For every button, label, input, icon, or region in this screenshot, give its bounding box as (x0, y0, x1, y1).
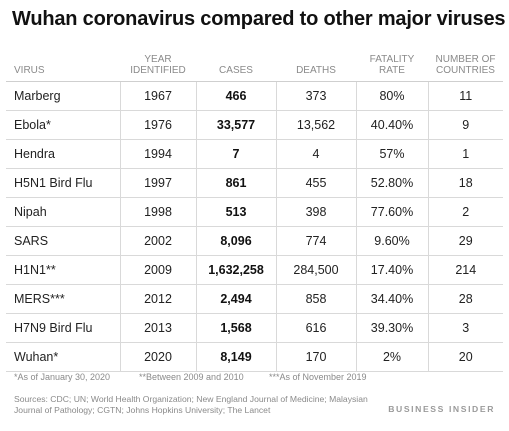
cell-cases: 2,494 (195, 284, 276, 314)
cell-cases: 513 (195, 197, 276, 227)
cell-virus: Hendra (6, 139, 120, 169)
cell-deaths: 284,500 (275, 255, 356, 285)
footnote-2009-2010: **Between 2009 and 2010 (139, 372, 244, 382)
cell-virus: H5N1 Bird Flu (6, 168, 120, 198)
cell-virus: Ebola* (6, 110, 120, 140)
cell-fatality: 40.40% (355, 110, 428, 140)
cell-year: 2002 (119, 226, 196, 256)
column-header-countries-line1: NUMBER OF (435, 54, 496, 65)
cell-virus: MERS*** (6, 284, 120, 314)
cell-fatality: 57% (355, 139, 428, 169)
column-header-countries: NUMBER OF COUNTRIES (428, 50, 503, 82)
cell-fatality: 9.60% (355, 226, 428, 256)
cell-deaths: 858 (275, 284, 356, 314)
cell-virus: Marberg (6, 81, 120, 111)
cell-fatality: 17.40% (355, 255, 428, 285)
column-header-virus: VIRUS (6, 50, 120, 82)
cell-countries: 1 (427, 139, 503, 169)
cell-year: 1967 (119, 81, 196, 111)
cell-deaths: 455 (275, 168, 356, 198)
cell-fatality: 52.80% (355, 168, 428, 198)
cell-year: 1998 (119, 197, 196, 227)
table-row: Marberg 1967 466 373 80% 11 (6, 81, 503, 111)
cell-cases: 861 (195, 168, 276, 198)
cell-deaths: 170 (275, 342, 356, 372)
table-row: Wuhan* 2020 8,149 170 2% 20 (6, 342, 503, 372)
brand-logo-text: BUSINESS INSIDER (388, 404, 495, 414)
cell-fatality: 2% (355, 342, 428, 372)
table-row: Hendra 1994 7 4 57% 1 (6, 139, 503, 169)
cell-countries: 20 (427, 342, 503, 372)
cell-year: 2013 (119, 313, 196, 343)
table-row: SARS 2002 8,096 774 9.60% 29 (6, 226, 503, 256)
cell-year: 2020 (119, 342, 196, 372)
table-row: H7N9 Bird Flu 2013 1,568 616 39.30% 3 (6, 313, 503, 343)
cell-year: 2012 (119, 284, 196, 314)
column-header-countries-line2: COUNTRIES (436, 65, 495, 76)
cell-deaths: 13,562 (275, 110, 356, 140)
table-row: H5N1 Bird Flu 1997 861 455 52.80% 18 (6, 168, 503, 198)
cell-fatality: 39.30% (355, 313, 428, 343)
cell-countries: 9 (427, 110, 503, 140)
table-row: MERS*** 2012 2,494 858 34.40% 28 (6, 284, 503, 314)
virus-comparison-table-container: VIRUS YEAR IDENTIFIED CASES DEATHS FATALI… (0, 50, 509, 372)
column-header-year: YEAR IDENTIFIED (120, 50, 196, 82)
cell-cases: 1,568 (195, 313, 276, 343)
cell-countries: 11 (427, 81, 503, 111)
footnote-january-2020: *As of January 30, 2020 (14, 372, 111, 382)
cell-cases: 466 (195, 81, 276, 111)
cell-fatality: 34.40% (355, 284, 428, 314)
column-header-virus-label: VIRUS (14, 65, 45, 76)
cell-countries: 2 (427, 197, 503, 227)
cell-countries: 28 (427, 284, 503, 314)
column-header-cases-label: CASES (219, 65, 253, 76)
table-header: VIRUS YEAR IDENTIFIED CASES DEATHS FATALI… (6, 50, 503, 82)
cell-year: 2009 (119, 255, 196, 285)
cell-year: 1994 (119, 139, 196, 169)
cell-deaths: 373 (275, 81, 356, 111)
cell-fatality: 80% (355, 81, 428, 111)
cell-deaths: 616 (275, 313, 356, 343)
cell-cases: 7 (195, 139, 276, 169)
page-title: Wuhan coronavirus compared to other majo… (12, 8, 506, 30)
column-header-fatality: FATALITY RATE (356, 50, 428, 82)
cell-countries: 18 (427, 168, 503, 198)
cell-cases: 8,149 (195, 342, 276, 372)
cell-year: 1976 (119, 110, 196, 140)
column-header-deaths: DEATHS (276, 50, 356, 82)
cell-deaths: 4 (275, 139, 356, 169)
cell-virus: H1N1** (6, 255, 120, 285)
footnote-november-2019: ***As of November 2019 (269, 372, 367, 382)
cell-virus: SARS (6, 226, 120, 256)
cell-fatality: 77.60% (355, 197, 428, 227)
cell-cases: 8,096 (195, 226, 276, 256)
header-row: VIRUS YEAR IDENTIFIED CASES DEATHS FATALI… (6, 50, 503, 82)
column-header-year-line1: YEAR (144, 54, 172, 65)
cell-virus: Wuhan* (6, 342, 120, 372)
cell-cases: 33,577 (195, 110, 276, 140)
footnotes: *As of January 30, 2020 **Between 2009 an… (14, 372, 367, 382)
column-header-fatality-line1: FATALITY (369, 54, 415, 65)
virus-comparison-table: VIRUS YEAR IDENTIFIED CASES DEATHS FATALI… (6, 50, 503, 372)
table-body: Marberg 1967 466 373 80% 11 Ebola* 1976 … (6, 81, 503, 372)
sources-note: Sources: CDC; UN; World Health Organizat… (14, 394, 368, 415)
cell-countries: 29 (427, 226, 503, 256)
table-row: H1N1** 2009 1,632,258 284,500 17.40% 214 (6, 255, 503, 285)
table-row: Nipah 1998 513 398 77.60% 2 (6, 197, 503, 227)
cell-countries: 214 (427, 255, 503, 285)
table-row: Ebola* 1976 33,577 13,562 40.40% 9 (6, 110, 503, 140)
column-header-cases: CASES (196, 50, 276, 82)
cell-virus: Nipah (6, 197, 120, 227)
column-header-deaths-label: DEATHS (296, 65, 336, 76)
cell-deaths: 774 (275, 226, 356, 256)
cell-countries: 3 (427, 313, 503, 343)
column-header-year-line2: IDENTIFIED (130, 65, 186, 76)
cell-cases: 1,632,258 (195, 255, 276, 285)
cell-deaths: 398 (275, 197, 356, 227)
cell-virus: H7N9 Bird Flu (6, 313, 120, 343)
cell-year: 1997 (119, 168, 196, 198)
column-header-fatality-line2: RATE (379, 65, 405, 76)
